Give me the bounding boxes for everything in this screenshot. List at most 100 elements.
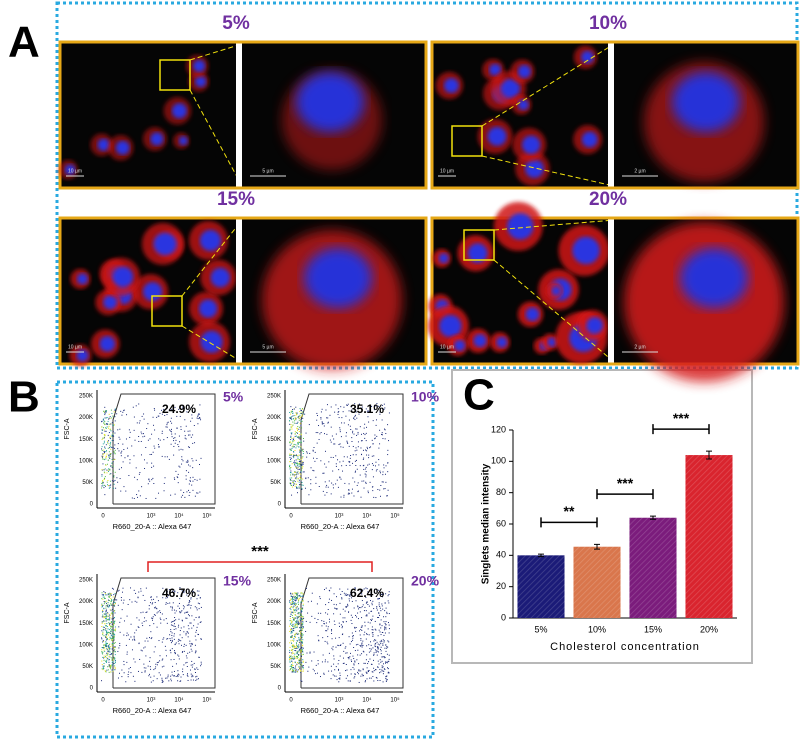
event <box>102 485 104 487</box>
event <box>360 628 362 630</box>
event <box>381 593 383 595</box>
event <box>290 457 292 459</box>
event <box>300 448 302 450</box>
event <box>126 635 128 637</box>
event <box>356 616 358 618</box>
event <box>107 599 109 601</box>
event <box>299 667 301 669</box>
event <box>347 403 349 405</box>
event <box>348 483 350 485</box>
event <box>187 636 189 638</box>
event <box>296 670 298 672</box>
event <box>171 606 173 608</box>
event <box>335 465 337 467</box>
event <box>144 435 146 437</box>
event <box>358 413 360 415</box>
event <box>162 597 164 599</box>
event <box>103 646 105 648</box>
event <box>383 641 385 643</box>
event <box>295 444 297 446</box>
event <box>354 676 356 678</box>
event <box>343 422 345 424</box>
event <box>291 446 293 448</box>
event <box>102 628 104 630</box>
event <box>302 408 304 410</box>
bar <box>517 555 565 618</box>
event <box>302 622 304 624</box>
significance-label: *** <box>617 475 634 491</box>
event <box>353 433 355 435</box>
event <box>373 608 375 610</box>
scale-text: 5 µm <box>262 168 273 174</box>
event <box>120 599 122 601</box>
event <box>298 415 300 417</box>
event <box>376 419 378 421</box>
event <box>190 604 192 606</box>
event <box>372 635 374 637</box>
event <box>340 593 342 595</box>
event <box>340 436 342 438</box>
event <box>345 652 347 654</box>
event <box>109 480 111 482</box>
event <box>387 672 389 674</box>
significance-label: *** <box>673 410 690 426</box>
event <box>325 466 327 468</box>
event <box>101 649 103 651</box>
event <box>297 651 299 653</box>
event <box>171 607 173 609</box>
gated-percent: 35.1% <box>350 402 384 416</box>
event <box>325 625 327 627</box>
bar <box>685 455 733 618</box>
event <box>383 670 385 672</box>
event <box>302 593 304 595</box>
event <box>123 660 125 662</box>
event <box>125 681 127 683</box>
event <box>342 411 344 413</box>
event <box>198 594 200 596</box>
event <box>336 679 338 681</box>
event <box>298 436 300 438</box>
event <box>173 595 175 597</box>
event <box>113 601 115 603</box>
event <box>113 637 115 639</box>
event <box>300 417 302 419</box>
event <box>294 656 296 658</box>
event <box>101 611 103 613</box>
event <box>195 679 197 681</box>
event <box>328 461 330 463</box>
event <box>104 421 106 423</box>
event <box>147 483 149 485</box>
event <box>299 663 301 665</box>
event <box>302 659 304 661</box>
event <box>112 461 114 463</box>
event <box>332 649 334 651</box>
event <box>378 604 380 606</box>
event <box>290 664 292 666</box>
event <box>363 662 365 664</box>
event <box>295 607 297 609</box>
event <box>110 484 112 486</box>
event <box>185 611 187 613</box>
nucleus <box>551 286 561 296</box>
event <box>380 634 382 636</box>
event <box>113 642 115 644</box>
event <box>289 602 291 604</box>
event <box>294 603 296 605</box>
event <box>328 670 330 672</box>
event <box>197 492 199 494</box>
event <box>296 643 298 645</box>
event <box>369 648 371 650</box>
event <box>297 602 299 604</box>
event <box>176 476 178 478</box>
event <box>298 665 300 667</box>
event <box>101 455 103 457</box>
gate <box>112 577 216 689</box>
event <box>190 607 192 609</box>
event <box>315 476 317 478</box>
event <box>102 647 104 649</box>
event <box>307 477 309 479</box>
event <box>367 448 369 450</box>
event <box>163 637 165 639</box>
event <box>101 449 103 451</box>
event <box>154 606 156 608</box>
